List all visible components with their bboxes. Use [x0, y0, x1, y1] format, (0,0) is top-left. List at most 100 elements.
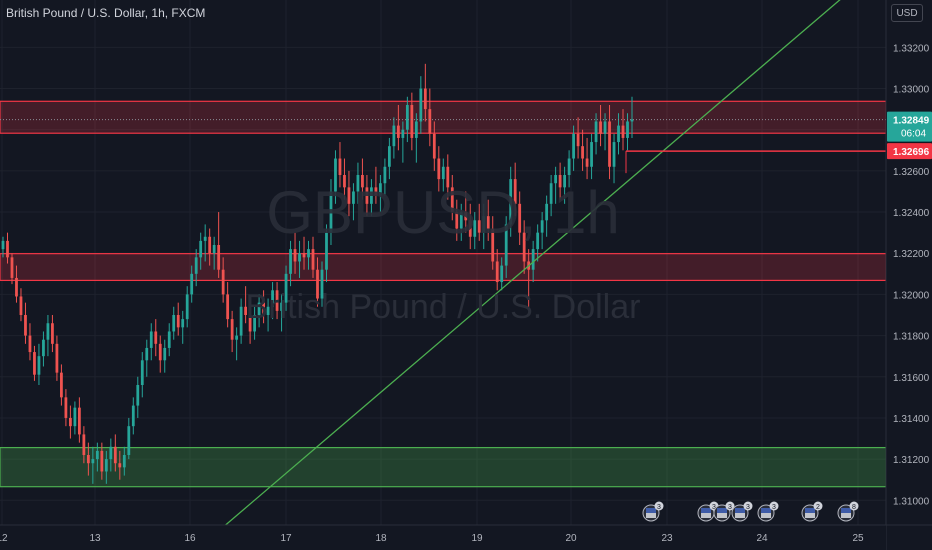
candle: [459, 203, 463, 241]
event-flag-icon[interactable]: 8: [837, 501, 859, 522]
candle: [446, 154, 450, 200]
time-tick-label: 18: [375, 533, 387, 544]
candle: [55, 335, 59, 381]
candle-body: [104, 459, 108, 472]
candles: [1, 63, 634, 484]
candle-body: [374, 187, 378, 196]
candle-body: [64, 397, 68, 418]
flag-stripes: [717, 513, 727, 518]
candle-body: [109, 446, 113, 460]
candle-body: [383, 166, 387, 184]
candle-body: [55, 343, 59, 373]
candle-body: [28, 335, 32, 353]
candle: [486, 199, 490, 241]
candle-body: [468, 220, 472, 237]
candle-body: [10, 257, 14, 278]
candle-body: [459, 212, 463, 229]
candle-body: [356, 175, 360, 192]
candle-body: [158, 343, 162, 361]
candle-body: [473, 220, 477, 237]
candle-body: [365, 187, 369, 204]
candle: [91, 446, 95, 484]
event-flag-icon[interactable]: 3: [731, 501, 753, 522]
chart-zones: [0, 100, 887, 488]
price-axis-background: [886, 0, 932, 550]
candle-body: [590, 142, 593, 167]
candle: [253, 306, 256, 340]
chart-overlays: [0, 0, 886, 536]
candle: [554, 166, 558, 204]
candle: [280, 294, 283, 332]
candle-body: [185, 294, 189, 320]
candle-body: [558, 175, 562, 188]
candle: [347, 170, 351, 217]
candle-body: [536, 232, 540, 250]
flag-stripes: [701, 513, 711, 518]
candle: [370, 179, 373, 217]
candle-body: [581, 146, 584, 159]
candle-body: [455, 212, 459, 229]
candle-body: [486, 216, 490, 229]
event-flag-icon[interactable]: 3: [642, 501, 664, 522]
candle: [549, 175, 553, 217]
candle: [307, 240, 310, 270]
event-count-badge: [725, 501, 735, 511]
last-price-value: 1.32849: [893, 116, 930, 127]
event-flag-icon[interactable]: 2: [801, 501, 823, 522]
candle: [608, 105, 611, 180]
event-flag-icon[interactable]: 3: [757, 501, 779, 522]
price-tick-label: 1.32000: [893, 290, 930, 301]
candle: [194, 249, 198, 287]
candle-body: [266, 306, 270, 315]
candle: [356, 162, 360, 204]
candle: [437, 146, 441, 192]
candle: [410, 92, 414, 151]
candle: [60, 364, 63, 406]
candle-body: [626, 121, 629, 138]
candle-body: [311, 249, 315, 270]
flag-canton: [717, 508, 727, 513]
price-tick-label: 1.33200: [893, 43, 930, 54]
candle: [477, 203, 481, 241]
flag-canton: [761, 508, 771, 513]
candle-body: [320, 269, 324, 299]
time-tick-label: 24: [756, 533, 768, 544]
event-flag-icon[interactable]: 3: [713, 501, 735, 522]
candle-body: [280, 302, 283, 311]
candle-body: [176, 315, 180, 328]
candle-body: [95, 450, 99, 460]
candle: [383, 158, 387, 196]
candle: [140, 352, 144, 398]
flag-canton: [701, 508, 711, 513]
event-flag-icon[interactable]: 3: [697, 501, 719, 522]
candle: [387, 137, 391, 180]
candle: [239, 298, 243, 344]
flag-canton: [646, 508, 656, 513]
price-tick-label: 1.31200: [893, 455, 930, 466]
time-axis: 12 13 16 17 18 19 20 23 24 25: [0, 524, 932, 550]
candle-body: [275, 290, 279, 311]
candle: [325, 224, 328, 283]
candle-body: [221, 269, 225, 295]
price-axis: 1.332001.330001.328001.326001.324001.322…: [885, 0, 932, 550]
candle-body: [392, 125, 396, 147]
candle: [365, 175, 369, 217]
candle: [100, 442, 104, 480]
candle: [158, 335, 162, 373]
candle: [576, 117, 580, 159]
candle: [379, 175, 382, 213]
candle: [298, 240, 301, 278]
currency-button[interactable]: USD: [891, 4, 923, 22]
candle: [392, 117, 396, 159]
candle-body: [500, 265, 504, 283]
candle-body: [343, 175, 346, 188]
candle: [338, 142, 342, 188]
price-tick-label: 1.31600: [893, 373, 930, 384]
candle-body: [513, 179, 517, 204]
candle-body: [131, 405, 135, 427]
candle: [450, 175, 454, 221]
candle: [316, 257, 319, 307]
candle-body: [482, 216, 486, 233]
candle: [563, 166, 566, 204]
